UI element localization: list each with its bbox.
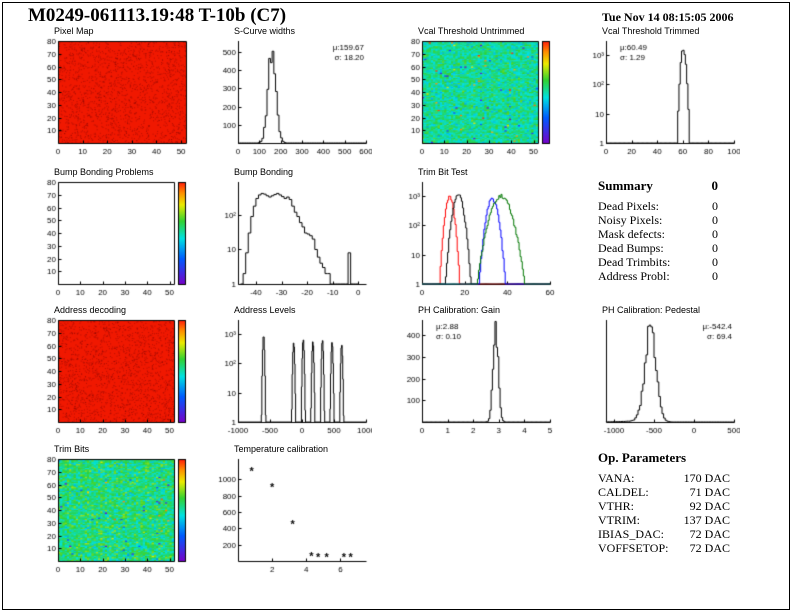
timestamp: Tue Nov 14 08:15:05 2006 — [602, 10, 734, 24]
op-parameter-value: 92 DAC — [689, 499, 730, 513]
summary-heading: Summary — [598, 178, 653, 193]
op-parameter-label: VTRIM: — [598, 513, 640, 527]
chart-title-vcal-untrimmed: Vcal Threshold Untrimmed — [418, 26, 525, 36]
chart-title-scurve-widths: S-Curve widths — [234, 26, 296, 36]
panel-trim-bit-test: Trim Bit Test — [396, 167, 556, 300]
ph-pedestal-histogram-canvas — [580, 316, 740, 438]
summary-row: Dead Pixels: 0 — [598, 199, 718, 213]
summary-row-value: 0 — [712, 241, 718, 255]
summary-row-label: Dead Pixels: — [598, 199, 659, 213]
summary-grade: 0 — [711, 178, 719, 193]
panel-vcal-untrimmed: Vcal Threshold Untrimmed — [396, 26, 556, 159]
panel-trim-bits: Trim Bits — [32, 444, 192, 577]
vcal-untrimmed-heatmap-canvas — [396, 37, 556, 159]
op-parameter-row: VOFFSETOP: 72 DAC — [598, 541, 730, 555]
panel-vcal-trimmed: Vcal Threshold Trimmed — [580, 26, 740, 159]
temperature-calibration-scatter-canvas — [212, 455, 372, 577]
op-parameter-value: 137 DAC — [683, 513, 730, 527]
pixel-map-heatmap-canvas — [32, 37, 192, 159]
summary-row: Dead Bumps: 0 — [598, 241, 718, 255]
summary-row-label: Dead Bumps: — [598, 241, 664, 255]
op-parameter-row: IBIAS_DAC: 72 DAC — [598, 527, 730, 541]
panel-pixel-map: Pixel Map — [32, 26, 192, 159]
summary-block: Summary 0 Dead Pixels: 0 Noisy Pixels: 0 M… — [598, 178, 718, 283]
summary-row-label: Noisy Pixels: — [598, 213, 663, 227]
page-title: M0249-061113.19:48 T-10b (C7) — [28, 5, 287, 26]
chart-title-vcal-trimmed: Vcal Threshold Trimmed — [602, 26, 700, 36]
op-parameter-row: VANA: 170 DAC — [598, 471, 730, 485]
scurve-widths-histogram-canvas — [212, 37, 372, 159]
op-parameters-heading: Op. Parameters — [598, 450, 687, 465]
chart-title-bump-bonding-problems: Bump Bonding Problems — [54, 167, 154, 177]
ph-gain-histogram-canvas — [396, 316, 556, 438]
op-parameter-label: VOFFSETOP: — [598, 541, 669, 555]
op-parameters-block: Op. Parameters VANA: 170 DAC CALDEL: 71 DA… — [598, 450, 730, 555]
chart-title-bump-bonding: Bump Bonding — [234, 167, 294, 177]
vcal-trimmed-histogram-canvas — [580, 37, 740, 159]
chart-title-temperature-calibration: Temperature calibration — [234, 444, 329, 454]
chart-title-pixel-map: Pixel Map — [54, 26, 94, 36]
summary-row-value: 0 — [712, 227, 718, 241]
panel-ph-gain: PH Calibration: Gain — [396, 305, 556, 438]
summary-row-label: Mask defects: — [598, 227, 665, 241]
summary-row-value: 0 — [712, 199, 718, 213]
chart-title-address-decoding: Address decoding — [54, 305, 127, 315]
bump-problems-heatmap-canvas — [32, 178, 192, 300]
chart-title-address-levels: Address Levels — [234, 305, 296, 315]
op-parameter-value: 71 DAC — [689, 485, 730, 499]
panel-temperature-calibration: Temperature calibration — [212, 444, 372, 577]
chart-title-ph-gain: PH Calibration: Gain — [418, 305, 501, 315]
chart-title-ph-pedestal: PH Calibration: Pedestal — [602, 305, 701, 315]
op-parameter-label: VTHR: — [598, 499, 634, 513]
op-parameter-value: 72 DAC — [689, 527, 730, 541]
panel-scurve-widths: S-Curve widths — [212, 26, 372, 159]
summary-row-value: 0 — [712, 255, 718, 269]
trim-bits-heatmap-canvas — [32, 455, 192, 577]
op-parameter-row: VTRIM: 137 DAC — [598, 513, 730, 527]
panel-bump-bonding: Bump Bonding — [212, 167, 372, 300]
op-parameter-row: CALDEL: 71 DAC — [598, 485, 730, 499]
panel-ph-pedestal: PH Calibration: Pedestal — [580, 305, 740, 438]
summary-row: Mask defects: 0 — [598, 227, 718, 241]
summary-row-value: 0 — [712, 269, 718, 283]
panel-address-levels: Address Levels — [212, 305, 372, 438]
summary-row-label: Dead Trimbits: — [598, 255, 671, 269]
summary-row-value: 0 — [712, 213, 718, 227]
summary-row: Dead Trimbits: 0 — [598, 255, 718, 269]
op-parameter-label: VANA: — [598, 471, 635, 485]
summary-row-label: Address Probl: — [598, 269, 670, 283]
summary-row: Noisy Pixels: 0 — [598, 213, 718, 227]
panel-bump-bonding-problems: Bump Bonding Problems — [32, 167, 192, 300]
summary-header: Summary 0 — [598, 178, 718, 194]
address-levels-histogram-canvas — [212, 316, 372, 438]
op-parameter-label: IBIAS_DAC: — [598, 527, 665, 541]
address-decoding-heatmap-canvas — [32, 316, 192, 438]
op-parameter-value: 170 DAC — [683, 471, 730, 485]
chart-title-trim-bits: Trim Bits — [54, 444, 90, 454]
op-parameter-value: 72 DAC — [689, 541, 730, 555]
trim-bit-test-histogram-canvas — [396, 178, 556, 300]
op-parameter-label: CALDEL: — [598, 485, 649, 499]
chart-title-trim-bit-test: Trim Bit Test — [418, 167, 468, 177]
bump-bonding-histogram-canvas — [212, 178, 372, 300]
panel-address-decoding: Address decoding — [32, 305, 192, 438]
op-parameters-header: Op. Parameters — [598, 450, 730, 466]
op-parameter-row: VTHR: 92 DAC — [598, 499, 730, 513]
summary-row: Address Probl: 0 — [598, 269, 718, 283]
